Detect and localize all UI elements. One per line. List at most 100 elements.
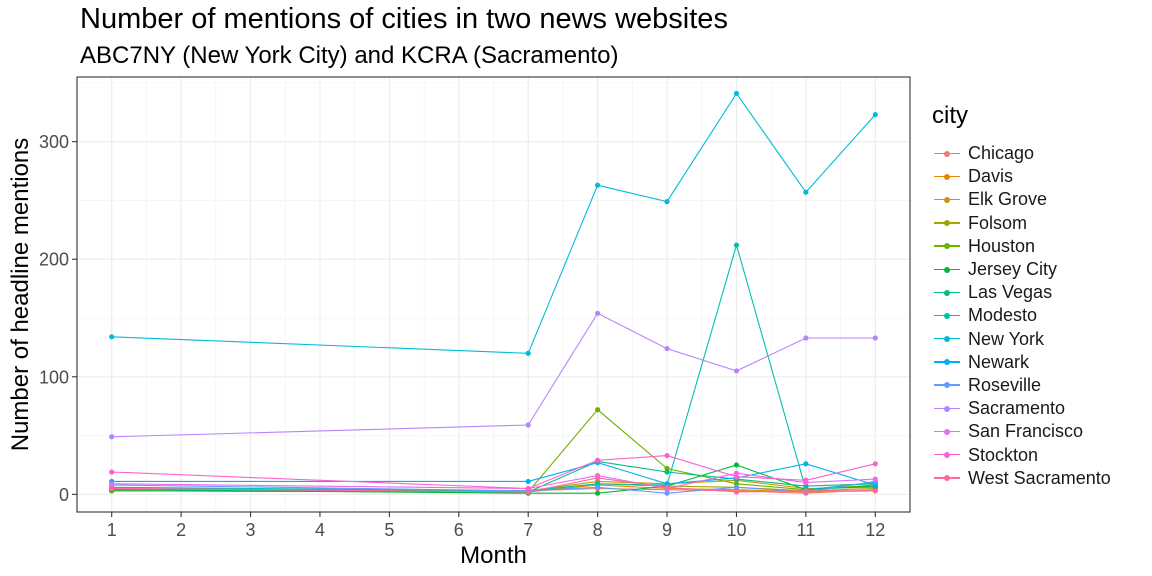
data-point — [733, 242, 740, 248]
data-point — [803, 461, 809, 467]
legend-label: Newark — [968, 351, 1030, 372]
data-point — [525, 350, 531, 356]
legend-key — [932, 190, 962, 210]
data-point — [664, 490, 670, 496]
legend-item-houston: Houston — [932, 235, 1111, 258]
legend-label: San Francisco — [968, 421, 1084, 442]
series-new-york — [109, 90, 878, 356]
data-point — [595, 484, 601, 490]
major-grid — [77, 77, 910, 512]
data-point — [803, 477, 809, 483]
data-point — [872, 335, 878, 341]
legend-label: Las Vegas — [968, 282, 1053, 303]
legend: city Chicago Davis Elk Grove Folsom Houston J… — [932, 102, 1111, 490]
data-point — [733, 489, 740, 495]
data-point — [803, 488, 809, 494]
legend-key — [932, 167, 962, 187]
legend-label: New York — [968, 328, 1045, 349]
data-point — [109, 434, 115, 440]
data-point — [595, 490, 601, 496]
legend-key — [932, 260, 962, 280]
data-point — [733, 90, 740, 97]
data-point — [525, 478, 531, 485]
legend-label: Roseville — [968, 374, 1042, 395]
chart-title: Number of mentions of cities in two news… — [80, 3, 728, 35]
data-point — [733, 368, 740, 374]
legend-key — [932, 468, 962, 488]
legend-label: Davis — [968, 166, 1014, 187]
data-point — [664, 199, 670, 205]
legend-item-san-francisco: San Francisco — [932, 420, 1111, 443]
legend-item-sacramento: Sacramento — [932, 397, 1111, 420]
legend-key — [932, 375, 962, 395]
data-point — [872, 461, 878, 467]
data-point — [595, 407, 601, 413]
x-tick-label: 4 — [315, 520, 325, 540]
y-tick-label: 0 — [59, 485, 69, 505]
data-point — [109, 485, 115, 492]
legend-label: Modesto — [968, 305, 1038, 326]
data-point — [872, 488, 878, 494]
data-point — [664, 452, 670, 459]
x-tick-label: 5 — [384, 520, 394, 540]
data-point — [595, 182, 601, 188]
legend-label: Chicago — [968, 143, 1035, 164]
x-tick-label: 7 — [523, 520, 533, 540]
data-point — [872, 476, 878, 482]
data-point — [525, 422, 531, 428]
data-point — [109, 334, 115, 340]
legend-label: West Sacramento — [968, 467, 1111, 488]
data-point — [664, 345, 670, 352]
data-point — [664, 484, 670, 490]
x-tick-label: 10 — [726, 520, 746, 540]
legend-item-stockton: Stockton — [932, 443, 1111, 466]
legend-item-jersey-city: Jersey City — [932, 258, 1111, 281]
legend-key — [932, 283, 962, 303]
legend-label: Sacramento — [968, 398, 1066, 419]
data-point — [595, 475, 601, 481]
y-tick-label: 300 — [39, 132, 69, 152]
data-point — [664, 469, 670, 475]
legend-title: city — [932, 102, 968, 129]
legend-key — [932, 144, 962, 164]
legend-key — [932, 213, 962, 233]
data-point — [803, 189, 809, 195]
legend-item-las-vegas: Las Vegas — [932, 281, 1111, 304]
legend-key — [932, 445, 962, 465]
y-axis-title: Number of headline mentions — [7, 138, 34, 452]
plot-border — [76, 76, 911, 513]
legend-key — [932, 399, 962, 419]
legend-item-davis: Davis — [932, 165, 1111, 188]
y-tick-label: 200 — [39, 250, 69, 270]
legend-item-new-york: New York — [932, 328, 1111, 351]
legend-item-chicago: Chicago — [932, 142, 1111, 165]
data-point — [595, 310, 601, 316]
data-point — [872, 112, 878, 118]
data-point — [733, 462, 740, 468]
legend-label: Elk Grove — [968, 189, 1048, 210]
x-tick-label: 12 — [865, 520, 885, 540]
legend-key — [932, 306, 962, 326]
x-tick-label: 3 — [246, 520, 256, 540]
legend-item-elk-grove: Elk Grove — [932, 188, 1111, 211]
legend-label: Stockton — [968, 444, 1039, 465]
x-tick-label: 2 — [176, 520, 186, 540]
legend-items: Chicago Davis Elk Grove Folsom Houston Jersey… — [932, 142, 1111, 490]
data-point — [803, 335, 809, 341]
legend-item-newark: Newark — [932, 351, 1111, 374]
legend-item-west-sacramento: West Sacramento — [932, 467, 1111, 490]
legend-label: Folsom — [968, 212, 1028, 233]
legend-label: Houston — [968, 235, 1036, 256]
chart-subtitle: ABC7NY (New York City) and KCRA (Sacrame… — [80, 42, 619, 69]
legend-item-folsom: Folsom — [932, 212, 1111, 235]
x-tick-label: 11 — [797, 520, 816, 540]
x-tick-label: 9 — [662, 520, 672, 540]
legend-item-roseville: Roseville — [932, 374, 1111, 397]
data-point — [109, 469, 115, 475]
data-point — [109, 481, 115, 487]
legend-key — [932, 422, 962, 442]
x-tick-label: 6 — [454, 520, 464, 540]
data-point — [525, 489, 531, 495]
x-tick-label: 1 — [107, 520, 117, 540]
